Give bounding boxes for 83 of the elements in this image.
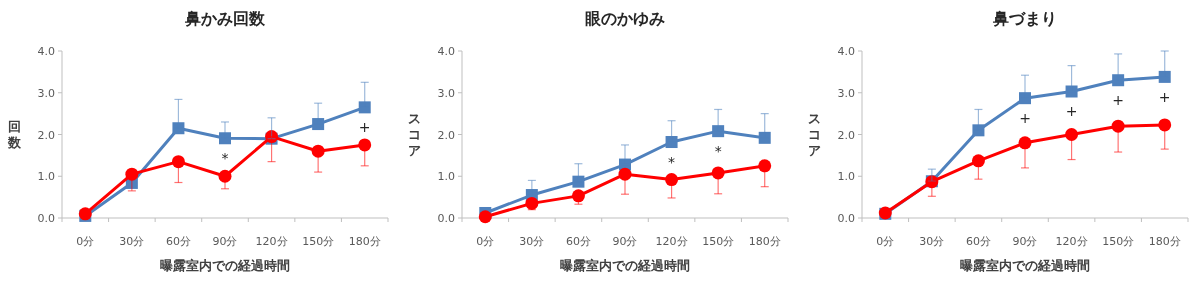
y-tick-label: 1.0 — [437, 170, 455, 184]
point — [711, 166, 725, 180]
point — [1018, 136, 1032, 150]
point — [618, 167, 632, 181]
x-tick-label: 30分 — [519, 235, 545, 248]
annotation: * — [221, 150, 229, 167]
y-tick-label: 4.0 — [437, 45, 455, 58]
y-tick-label: 2.0 — [437, 128, 455, 142]
x-tick-label: 30分 — [919, 235, 945, 248]
x-tick-label: 150分 — [702, 235, 735, 248]
x-tick-label: 30分 — [119, 235, 145, 248]
point — [358, 138, 372, 152]
x-tick-label: 90分 — [1012, 235, 1038, 248]
x-tick-label: 180分 — [1148, 235, 1181, 248]
x-tick-label: 120分 — [655, 235, 688, 248]
point — [218, 169, 232, 183]
x-tick-label: 180分 — [748, 235, 781, 248]
point — [125, 167, 139, 181]
point — [1112, 74, 1125, 87]
point — [312, 118, 325, 131]
x-tick-label: 0分 — [476, 235, 495, 248]
annotation: * — [668, 154, 676, 171]
point — [572, 175, 585, 188]
x-tick-label: 60分 — [565, 235, 591, 248]
y-axis-title: スコア — [807, 110, 821, 158]
point — [971, 154, 985, 168]
x-axis-title: 曝露室内での経過時間 — [160, 258, 290, 273]
point — [1019, 92, 1031, 105]
x-tick-label: 0分 — [76, 235, 95, 248]
y-tick-label: 3.0 — [437, 86, 455, 100]
point — [1158, 118, 1172, 132]
point — [171, 155, 185, 169]
x-tick-label: 90分 — [212, 235, 238, 248]
annotation: + — [1112, 92, 1125, 109]
chart-title: 鼻かみ回数 — [184, 9, 266, 28]
y-tick-label: 2.0 — [37, 128, 55, 142]
point — [1158, 70, 1171, 83]
x-tick-label: 60分 — [165, 235, 191, 248]
point — [1111, 119, 1125, 133]
point — [172, 122, 185, 135]
point — [712, 125, 725, 138]
point — [972, 124, 985, 137]
y-tick-label: 3.0 — [37, 86, 55, 100]
y-tick-label: 1.0 — [37, 170, 55, 184]
x-tick-label: 120分 — [1055, 235, 1088, 248]
point — [665, 173, 679, 187]
x-tick-label: 90分 — [612, 235, 638, 248]
point — [758, 159, 772, 173]
x-tick-label: 0分 — [876, 235, 895, 248]
y-tick-label: 2.0 — [837, 128, 855, 142]
point — [1065, 128, 1079, 141]
y-tick-label: 4.0 — [37, 45, 55, 58]
chart-title: 鼻づまり — [992, 9, 1057, 28]
y-axis-title: 回数 — [6, 118, 22, 150]
y-tick-label: 3.0 — [837, 86, 855, 100]
annotation: + — [1019, 110, 1031, 127]
y-tick-label: 4.0 — [837, 45, 855, 58]
point — [571, 189, 585, 203]
y-tick-label: 1.0 — [837, 170, 855, 184]
point — [758, 131, 771, 144]
point — [665, 136, 678, 149]
point — [1065, 85, 1078, 98]
y-tick-label: 0.0 — [37, 212, 55, 225]
x-tick-label: 180分 — [348, 235, 381, 248]
point — [219, 132, 231, 145]
point — [358, 101, 371, 114]
x-tick-label: 120分 — [255, 235, 288, 248]
annotation: + — [358, 119, 371, 136]
x-tick-label: 60分 — [965, 235, 991, 248]
y-axis-title: スコア — [407, 110, 421, 158]
point — [525, 196, 539, 210]
x-tick-label: 150分 — [302, 235, 335, 248]
annotation: + — [1065, 103, 1078, 120]
x-axis-title: 曝露室内での経過時間 — [560, 258, 690, 273]
chart-title: 眼のかゆみ — [585, 9, 665, 28]
y-tick-label: 0.0 — [837, 212, 855, 225]
x-tick-label: 150分 — [1102, 235, 1135, 248]
annotation: + — [1158, 88, 1171, 105]
annotation: * — [714, 143, 722, 160]
point — [311, 144, 325, 158]
y-tick-label: 0.0 — [437, 212, 455, 225]
point — [478, 210, 492, 224]
x-axis-title: 曝露室内での経過時間 — [960, 258, 1090, 273]
